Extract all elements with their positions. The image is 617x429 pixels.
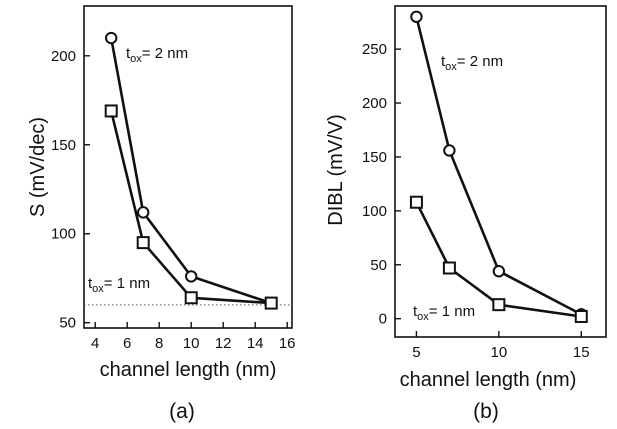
panel-b-xtick-label: 10 — [491, 344, 508, 361]
panel-a-ticks: 4 6 8 10 12 14 16 50 100 150 200 — [51, 48, 296, 352]
panel-a-xtick-label: 16 — [279, 335, 296, 352]
panel-a-ylabel: S (mV/dec) — [27, 117, 49, 217]
panel-a-ytick-label: 150 — [51, 137, 76, 154]
panel-b-xlabel: channel length (nm) — [400, 369, 577, 391]
panel-a-xtick-label: 12 — [215, 335, 232, 352]
panel-a-series-square-line — [109, 110, 272, 305]
panel-b-label: (b) — [473, 400, 499, 423]
panel-a-frame — [83, 5, 293, 329]
panel-a-annotation-tox-2nm: tox= 2 nm — [126, 45, 188, 65]
panel-a-annotation-tox-1nm: tox= 1 nm — [88, 275, 150, 295]
panel-a-xtick-label: 14 — [247, 335, 264, 352]
panel-b-ytick-label: 250 — [362, 41, 387, 58]
panel-a: 4 6 8 10 12 14 16 50 100 150 200 channel length (n… — [27, 5, 296, 423]
panel-a-circle-point — [185, 270, 198, 283]
panel-b-xtick-label: 15 — [573, 344, 590, 361]
panel-b-circle-point — [492, 265, 506, 278]
panel-b-annotation-tox-2nm: tox= 2 nm — [441, 53, 503, 73]
panel-a-square-point — [184, 291, 198, 305]
panel-a-circle-point — [105, 31, 118, 45]
panel-a-square-point — [104, 104, 118, 118]
panel-a-xtick-label: 6 — [123, 335, 131, 352]
panel-b-series-circle-line — [415, 16, 582, 316]
panel-b-circle-point — [410, 10, 423, 23]
panel-a-square-point — [136, 236, 150, 250]
panel-b-ytick-label: 0 — [379, 311, 387, 328]
panel-a-ytick-label: 100 — [51, 226, 76, 243]
panel-a-ytick-label: 200 — [51, 48, 76, 65]
panel-b-square-point — [442, 261, 456, 275]
panel-a-xtick-label: 10 — [183, 335, 200, 352]
panel-b-ytick-label: 150 — [362, 149, 387, 166]
panel-b-ytick-label: 200 — [362, 95, 387, 112]
panel-a-xlabel: channel length (nm) — [100, 359, 277, 381]
panel-b-square-point — [409, 195, 423, 209]
panel-b-ylabel: DIBL (mV/V) — [325, 114, 347, 226]
panel-b-square-point — [492, 298, 506, 312]
panel-b-square-point — [574, 310, 588, 324]
panel-a-label: (a) — [169, 400, 195, 423]
panel-a-square-point — [264, 296, 278, 310]
panel-b-ytick-label: 50 — [370, 257, 387, 274]
panel-b-circle-point — [443, 144, 456, 157]
panel-b-ytick-label: 100 — [362, 203, 387, 220]
panel-a-xtick-label: 8 — [155, 335, 163, 352]
panel-a-data — [84, 31, 292, 310]
panel-b-series-square-line — [415, 201, 582, 318]
panel-b-data — [409, 10, 588, 324]
panel-b-xtick-label: 5 — [412, 344, 420, 361]
panel-b-frame — [394, 5, 607, 338]
panel-a-circle-point — [137, 206, 150, 219]
panel-a-series-circle-line — [109, 37, 272, 305]
panel-a-ytick-label: 50 — [59, 315, 76, 332]
panel-b-annotation-tox-1nm: tox= 1 nm — [413, 303, 475, 323]
panel-a-xtick-label: 4 — [91, 335, 99, 352]
